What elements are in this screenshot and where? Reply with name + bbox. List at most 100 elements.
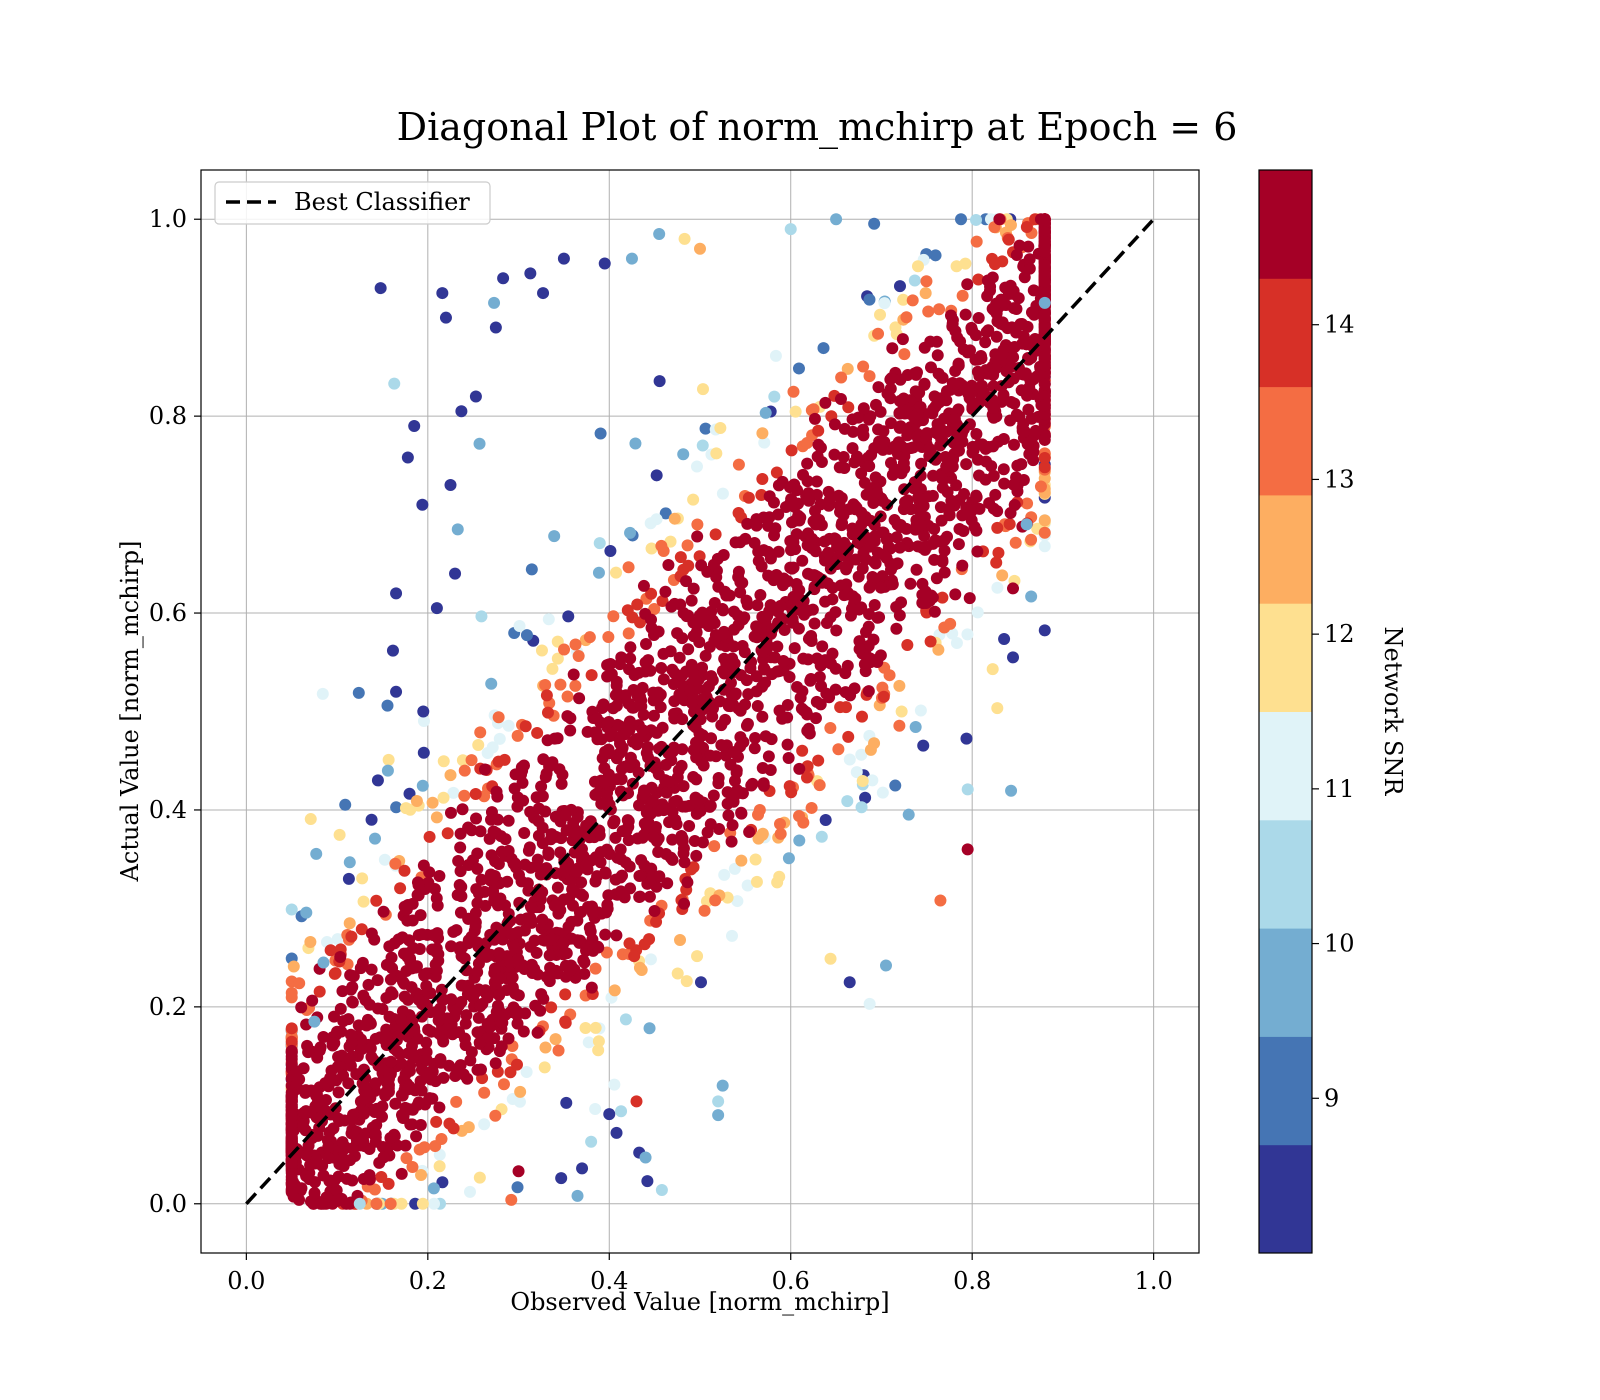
scatter-point — [630, 1095, 643, 1108]
scatter-point — [471, 1026, 484, 1039]
scatter-point — [544, 961, 557, 974]
scatter-point — [714, 422, 727, 435]
scatter-point — [471, 862, 484, 875]
scatter-point — [1004, 279, 1017, 292]
scatter-point — [749, 853, 762, 866]
scatter-point — [769, 349, 782, 362]
scatter-point — [834, 701, 847, 714]
scatter-point — [726, 819, 739, 832]
scatter-point — [454, 827, 467, 840]
scatter-point — [950, 636, 963, 649]
scatter-point — [690, 740, 703, 753]
colorbar-segment — [1259, 386, 1312, 496]
scatter-point — [592, 1044, 605, 1057]
scatter-point — [317, 956, 330, 969]
scatter-point — [690, 751, 703, 764]
scatter-point — [285, 1157, 298, 1170]
scatter-point — [1009, 536, 1022, 549]
scatter-point — [501, 875, 514, 888]
scatter-point — [863, 413, 876, 426]
scatter-point — [990, 556, 1003, 569]
scatter-point — [536, 790, 549, 803]
scatter-point — [386, 988, 399, 1001]
scatter-point — [694, 976, 707, 989]
scatter-point — [582, 1036, 595, 1049]
scatter-point — [867, 633, 880, 646]
scatter-point — [420, 1054, 433, 1067]
scatter-point — [884, 392, 897, 405]
scatter-point — [667, 741, 680, 754]
scatter-point — [707, 789, 720, 802]
scatter-point — [471, 1063, 484, 1076]
scatter-point — [784, 223, 797, 236]
scatter-point — [395, 1013, 408, 1026]
scatter-point — [637, 829, 650, 842]
scatter-point — [855, 467, 868, 480]
scatter-point — [561, 710, 574, 723]
scatter-point — [986, 663, 999, 676]
scatter-point — [853, 603, 866, 616]
scatter-point — [635, 700, 648, 713]
scatter-point — [669, 813, 682, 826]
scatter-point — [819, 814, 832, 827]
scatter-point — [317, 1031, 330, 1044]
scatter-point — [914, 704, 927, 717]
scatter-point — [391, 1139, 404, 1152]
scatter-point — [969, 329, 982, 342]
scatter-point — [717, 628, 730, 641]
scatter-point — [819, 654, 832, 667]
scatter-point — [1038, 461, 1051, 474]
scatter-point — [691, 950, 704, 963]
colorbar-segment — [1259, 711, 1312, 821]
scatter-point — [943, 509, 956, 522]
scatter-point — [511, 1181, 524, 1194]
scatter-point — [405, 1103, 418, 1116]
scatter-point — [787, 385, 800, 398]
scatter-point — [398, 864, 411, 877]
scatter-point — [681, 539, 694, 552]
scatter-point — [785, 516, 798, 529]
scatter-point — [970, 491, 983, 504]
scatter-point — [732, 458, 745, 471]
scatter-point — [1008, 438, 1021, 451]
scatter-point — [734, 586, 747, 599]
scatter-point — [456, 754, 469, 767]
scatter-point — [1007, 478, 1020, 491]
scatter-point — [589, 875, 602, 888]
scatter-point — [908, 367, 921, 380]
scatter-point — [756, 473, 769, 486]
scatter-point — [511, 1017, 524, 1030]
scatter-point — [1027, 284, 1040, 297]
scatter-point — [514, 1085, 527, 1098]
y-axis-label: Actual Value [norm_mchirp] — [116, 541, 144, 883]
scatter-point — [939, 451, 952, 464]
scatter-point — [510, 1058, 523, 1071]
scatter-point — [813, 779, 826, 792]
scatter-point — [721, 797, 734, 810]
scatter-point — [777, 655, 790, 668]
scatter-point — [542, 846, 555, 859]
scatter-point — [650, 915, 663, 928]
scatter-point — [415, 1084, 428, 1097]
scatter-point — [644, 953, 657, 966]
scatter-point — [1013, 239, 1026, 252]
scatter-point — [542, 613, 555, 626]
scatter-point — [640, 746, 653, 759]
scatter-point — [710, 571, 723, 584]
scatter-point — [648, 603, 661, 616]
scatter-point — [433, 869, 446, 882]
scatter-point — [699, 649, 712, 662]
scatter-point — [693, 727, 706, 740]
scatter-point — [857, 360, 870, 373]
scatter-point — [741, 517, 754, 530]
scatter-point — [285, 1098, 298, 1111]
scatter-point — [1038, 235, 1051, 248]
scatter-point — [557, 937, 570, 950]
scatter-point — [818, 535, 831, 548]
scatter-point — [395, 1167, 408, 1180]
scatter-point — [412, 1096, 425, 1109]
scatter-point — [443, 1059, 456, 1072]
scatter-point — [549, 1033, 562, 1046]
scatter-point — [388, 1130, 401, 1143]
scatter-point — [364, 1042, 377, 1055]
